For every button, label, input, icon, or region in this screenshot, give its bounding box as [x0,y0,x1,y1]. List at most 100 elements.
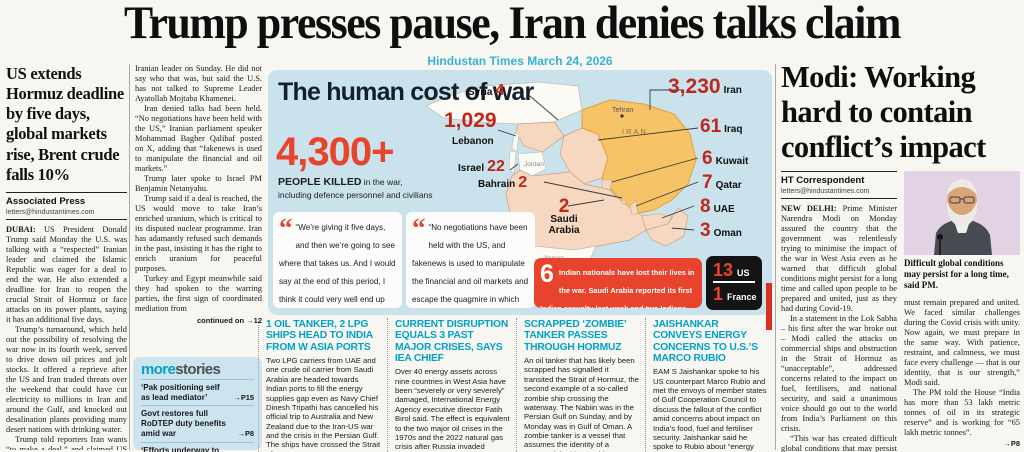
more-stories-item-text: ‘Pak positioning self as lead mediator’ [141,383,220,402]
brief-headline: JAISHANKAR CONVEYS ENERGY CONCERNS TO U.… [653,319,758,364]
lead-p3: Trump told reporters Iran wants “to make… [6,434,127,450]
modi-p1: Prime Minister Narendra Modi on Monday a… [781,204,897,314]
callout-oman: 3 Oman [700,220,742,241]
continued-on-ref: continued on →12 [196,316,262,325]
lead-p8: Turkey and Egypt meanwhile said they had… [135,274,262,313]
byline: HT Correspondent [781,175,865,187]
callout-syria: Syria 4 [468,82,505,99]
brief-body: EAM S Jaishankar spoke to his US counter… [653,367,767,452]
indian-casualty-text: Indian nationals have lost their lives i… [540,268,695,308]
page-ref: →P8 [306,450,322,452]
modi-p4: must remain prepared and united. We face… [904,297,1020,387]
brief-iea-chief: CURRENT DISRUPTION EQUALS 3 PAST MAJOR C… [387,318,516,452]
brief-body: Over 40 energy assets across nine countr… [395,367,510,452]
us-france-casualty-box: 13 US 1 France [706,256,762,310]
modi-p5: The PM told the House “India has more th… [904,387,1020,437]
red-accent-bar [766,283,772,330]
callout-qatar: 7 Qatar [702,172,742,193]
callout-iraq: 61 Iraq [700,116,743,137]
casualty-label: PEOPLE KILLED in the war, including defe… [278,176,463,201]
callout-iran: 3,230 Iran [668,75,742,98]
lead-paragraph: DUBAI: US President Donald Trump said Mo… [6,225,127,325]
brief-jaishankar-rubio: JAISHANKAR CONVEYS ENERGY CONCERNS TO U.… [645,318,774,452]
byline-email: letters@hindustantimes.com [781,188,870,196]
quote-icon: “ [412,213,426,243]
quote-icon: “ [279,213,293,243]
page-ref: →P8 [1003,438,1020,448]
casualty-row-france: 1 France [713,284,757,304]
modi-headline: Modi: Working hard to contain conflict’s… [781,60,986,164]
casualty-label-line2: including defence personnel and civilian… [278,189,433,200]
casualty-total: 4,300+ [276,130,394,174]
infographic-panel: Tehran IRAN Jordan Yemen The human cost … [268,70,772,315]
infographic-title: The human cost of war [278,78,534,106]
indian-casualties-box: 6 Indian nationals have lost their lives… [534,258,702,308]
callout-israel: Israel 22 [458,158,505,175]
more-stories-item: Govt restores full RoDTEP duty benefits … [141,405,254,441]
byline: Associated Press [6,195,86,207]
callout-lebanon: 1,029 Lebanon [444,109,497,147]
column-rule [775,64,776,450]
indian-casualty-count: 6 [540,260,554,288]
lead-article-column-2: Iranian leader on Sunday. He did not say… [135,64,262,356]
modi-column-2: Difficult global conditions may persist … [904,171,1020,452]
modi-column-1: HT Correspondent letters@hindustantimes.… [781,171,897,452]
lead-p5: Iran denied talks had been held. “No neg… [135,104,262,173]
lead-p6: Trump later spoke to Israel PM Benjamin … [135,174,262,193]
brief-oil-tanker: 1 OIL TANKER, 2 LPG SHIPS HEAD TO INDIA … [258,318,387,452]
photo-caption: Difficult global conditions may persist … [904,258,1009,290]
page-ref: →P15 [233,392,254,402]
quote-qalibaf: “ “No negotiations have been held with t… [406,212,535,308]
quote-text: “No negotiations have been held with the… [412,223,529,304]
map-label-jordan: Jordan [524,161,544,168]
brief-headline: CURRENT DISRUPTION EQUALS 3 PAST MAJOR C… [395,319,509,364]
lead-subhead: US extends Hormuz deadline by five days,… [6,64,124,184]
modi-paragraph: NEW DELHI: Prime Minister Narendra Modi … [781,204,897,314]
page-ref: →P8 [237,428,254,438]
brief-headline: 1 OIL TANKER, 2 LPG SHIPS HEAD TO INDIA … [266,319,373,353]
more-stories-item: ‘Efforts underway to supply LPG to comme… [141,441,254,452]
quote-trump: “ “We’re giving it five days, and then w… [273,212,402,308]
modi-p3: “This war has created difficult global c… [781,434,897,452]
brief-body: An oil tanker that has likely been scrap… [524,355,639,452]
modi-p2: In a statement in the Lok Sabha – his fi… [781,314,897,434]
brief-zombie-tanker: SCRAPPED ‘ZOMBIE’ TANKER PASSES THROUGH … [516,318,645,452]
column-rule [129,64,130,450]
lead-p2: Trump’s turnaround, which held out the p… [6,324,127,434]
casualty-row-us: 13 US [713,259,755,283]
casualty-label-bold: PEOPLE KILLED [278,176,362,188]
modi-columns: HT Correspondent letters@hindustantimes.… [781,171,1020,452]
dateline-label: NEW DELHI: [781,204,837,214]
byline-block: Associated Press letters@hindustantimes.… [6,191,127,220]
map-label-tehran: Tehran [612,107,634,114]
modi-photo [904,171,1020,256]
byline-block: HT Correspondent letters@hindustantimes.… [781,171,897,200]
brief-body: Two LPG carriers from UAE and one crude … [266,355,381,452]
map-label-iran: IRAN [622,127,648,136]
lead-p1: US President Donald Trump said Monday th… [6,224,127,324]
lead-p7: Trump said if a deal is reached, the US … [135,194,262,273]
main-headline: Trump presses pause, Iran denies talks c… [123,0,901,49]
more-stories-item-text: ‘Efforts underway to supply LPG to comme… [141,445,220,452]
more-stories-box: morestories ‘Pak positioning self as lea… [133,357,262,452]
quote-text: “We’re giving it five days, and then we’… [279,223,396,304]
edition-dateline: Hindustan Times March 24, 2026 [427,54,613,68]
brief-headline: SCRAPPED ‘ZOMBIE’ TANKER PASSES THROUGH … [524,319,626,353]
news-briefs-strip: 1 OIL TANKER, 2 LPG SHIPS HEAD TO INDIA … [258,318,774,452]
callout-kuwait: 6 Kuwait [702,148,749,169]
more-stories-title: morestories [141,362,254,377]
quotes-row: “ “We’re giving it five days, and then w… [273,212,535,308]
lead-article-column-1: US extends Hormuz deadline by five days,… [6,64,127,450]
page-ref: →P15 [613,450,633,452]
lead-p4: Iranian leader on Sunday. He did not say… [135,64,262,103]
callout-uae: 8 UAE [700,196,735,217]
callout-saudi-arabia: 2 Saudi Arabia [548,196,580,236]
more-stories-item: ‘Pak positioning self as lead mediator’ … [141,379,254,405]
more-stories-item-text: Govt restores full RoDTEP duty benefits … [141,409,226,438]
callout-bahrain: Bahrain 2 [478,174,528,191]
more-stories-title-rest: stories [175,361,221,378]
casualty-label-rest: in the war, [361,177,403,187]
modi-article: Modi: Working hard to contain conflict’s… [781,60,1020,452]
dateline-label: DUBAI: [6,224,36,234]
